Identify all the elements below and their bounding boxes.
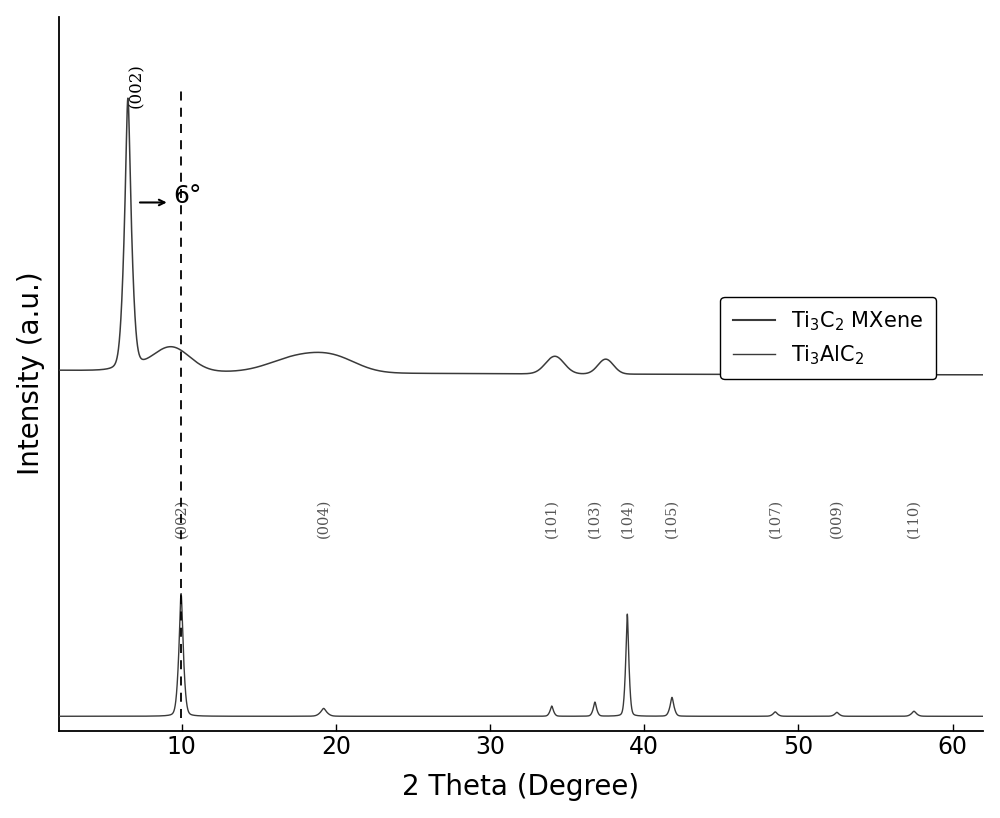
X-axis label: 2 Theta (Degree): 2 Theta (Degree): [402, 773, 640, 802]
Text: (110): (110): [907, 499, 921, 538]
Text: (009): (009): [830, 499, 844, 538]
Text: (004): (004): [317, 499, 331, 538]
Text: (101): (101): [545, 499, 559, 538]
Text: 6°: 6°: [173, 184, 202, 208]
Text: (104): (104): [620, 499, 634, 538]
Text: (002): (002): [128, 63, 145, 108]
Legend: Ti$_3$C$_2$ MXene, Ti$_3$AlC$_2$: Ti$_3$C$_2$ MXene, Ti$_3$AlC$_2$: [720, 297, 936, 380]
Text: (107): (107): [768, 499, 782, 538]
Text: (002): (002): [174, 499, 188, 538]
Text: (105): (105): [665, 499, 679, 538]
Y-axis label: Intensity (a.u.): Intensity (a.u.): [17, 272, 45, 475]
Text: (103): (103): [588, 499, 602, 538]
